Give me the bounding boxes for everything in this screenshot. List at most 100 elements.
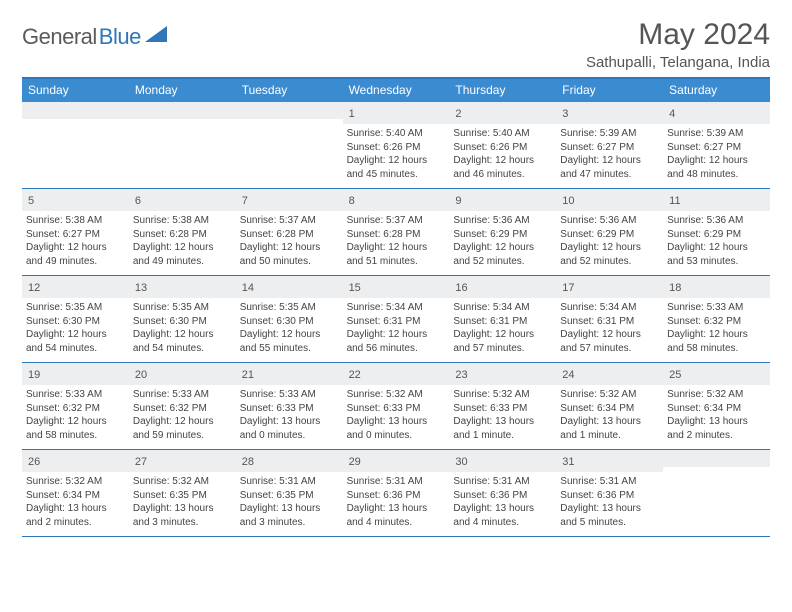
daylight-text: Daylight: 12 hours and 52 minutes. [560,241,659,268]
daylight-text: Daylight: 12 hours and 57 minutes. [560,328,659,355]
day-number: 31 [562,456,574,468]
sunset-text: Sunset: 6:34 PM [560,402,659,416]
sunrise-text: Sunrise: 5:33 AM [26,388,125,402]
day-number-row [663,450,770,467]
day-info: Sunrise: 5:36 AMSunset: 6:29 PMDaylight:… [453,214,552,268]
calendar-cell: 12Sunrise: 5:35 AMSunset: 6:30 PMDayligh… [22,276,129,362]
calendar-cell: 13Sunrise: 5:35 AMSunset: 6:30 PMDayligh… [129,276,236,362]
day-number-row: 1 [343,102,450,124]
calendar-cell: 29 Sunrise: 5:31 AMSunset: 6:36 PMDayligh… [343,450,450,536]
day-info: Sunrise: 5:36 AMSunset: 6:29 PMDaylight:… [560,214,659,268]
day-info: Sunrise: 5:32 AMSunset: 6:34 PMDaylight:… [667,388,766,442]
calendar-cell: 28Sunrise: 5:31 AMSunset: 6:35 PMDayligh… [236,450,343,536]
day-number-row: 29 [343,450,450,472]
sunset-text: Sunset: 6:26 PM [347,141,446,155]
day-number: 2 [455,108,461,120]
logo-text-2: Blue [99,24,141,50]
day-info: Sunrise: 5:32 AMSunset: 6:33 PMDaylight:… [347,388,446,442]
sunset-text: Sunset: 6:31 PM [453,315,552,329]
sunset-text: Sunset: 6:31 PM [347,315,446,329]
daylight-text: Daylight: 12 hours and 54 minutes. [26,328,125,355]
sunrise-text: Sunrise: 5:38 AM [26,214,125,228]
day-info: Sunrise: 5:38 AMSunset: 6:27 PMDaylight:… [26,214,125,268]
calendar-cell: 18 Sunrise: 5:33 AMSunset: 6:32 PMDayligh… [663,276,770,362]
day-number: 22 [349,369,361,381]
day-number-row: 22 [343,363,450,385]
day-number-row: 8 [343,189,450,211]
logo: GeneralBlue [22,18,167,50]
day-number-row: 30 [449,450,556,472]
daylight-text: Daylight: 12 hours and 58 minutes. [26,415,125,442]
sunrise-text: Sunrise: 5:37 AM [347,214,446,228]
daylight-text: Daylight: 12 hours and 48 minutes. [667,154,766,181]
sunrise-text: Sunrise: 5:36 AM [453,214,552,228]
sunrise-text: Sunrise: 5:31 AM [560,475,659,489]
sunset-text: Sunset: 6:34 PM [26,489,125,503]
day-number: 25 [669,369,681,381]
daylight-text: Daylight: 13 hours and 5 minutes. [560,502,659,529]
day-number: 4 [669,108,675,120]
day-number-row: 11 [663,189,770,211]
sunset-text: Sunset: 6:35 PM [240,489,339,503]
sunrise-text: Sunrise: 5:40 AM [453,127,552,141]
sunset-text: Sunset: 6:36 PM [453,489,552,503]
day-number: 17 [562,282,574,294]
sunset-text: Sunset: 6:33 PM [240,402,339,416]
sunset-text: Sunset: 6:29 PM [667,228,766,242]
sunrise-text: Sunrise: 5:35 AM [133,301,232,315]
daylight-text: Daylight: 12 hours and 52 minutes. [453,241,552,268]
day-number: 13 [135,282,147,294]
calendar-cell: 6Sunrise: 5:38 AMSunset: 6:28 PMDaylight… [129,189,236,275]
calendar-cell: 24Sunrise: 5:32 AMSunset: 6:34 PMDayligh… [556,363,663,449]
sunset-text: Sunset: 6:27 PM [26,228,125,242]
calendar-cell: 2 Sunrise: 5:40 AMSunset: 6:26 PMDaylight… [449,102,556,188]
day-info: Sunrise: 5:31 AMSunset: 6:35 PMDaylight:… [240,475,339,529]
day-number-row: 21 [236,363,343,385]
day-number-row: 25 [663,363,770,385]
day-number: 10 [562,195,574,207]
day-info: Sunrise: 5:31 AMSunset: 6:36 PMDaylight:… [347,475,446,529]
calendar-cell: 7Sunrise: 5:37 AMSunset: 6:28 PMDaylight… [236,189,343,275]
header: GeneralBlue May 2024 Sathupalli, Telanga… [22,18,770,71]
day-number-row: 17 [556,276,663,298]
daylight-text: Daylight: 13 hours and 2 minutes. [26,502,125,529]
day-info: Sunrise: 5:33 AMSunset: 6:33 PMDaylight:… [240,388,339,442]
calendar-cell: 15Sunrise: 5:34 AMSunset: 6:31 PMDayligh… [343,276,450,362]
day-info: Sunrise: 5:33 AMSunset: 6:32 PMDaylight:… [667,301,766,355]
day-number: 29 [349,456,361,468]
sunset-text: Sunset: 6:34 PM [667,402,766,416]
daylight-text: Daylight: 12 hours and 53 minutes. [667,241,766,268]
day-number: 14 [242,282,254,294]
day-header: Thursday [449,79,556,102]
day-info: Sunrise: 5:33 AMSunset: 6:32 PMDaylight:… [133,388,232,442]
day-number-row [22,102,129,119]
sunrise-text: Sunrise: 5:32 AM [133,475,232,489]
day-number-row: 15 [343,276,450,298]
sunrise-text: Sunrise: 5:36 AM [560,214,659,228]
calendar-cell: 10 Sunrise: 5:36 AMSunset: 6:29 PMDayligh… [556,189,663,275]
day-number-row: 5 [22,189,129,211]
calendar-week: 26Sunrise: 5:32 AMSunset: 6:34 PMDayligh… [22,450,770,537]
calendar-cell: 20Sunrise: 5:33 AMSunset: 6:32 PMDayligh… [129,363,236,449]
day-number-row: 18 [663,276,770,298]
sunset-text: Sunset: 6:27 PM [560,141,659,155]
daylight-text: Daylight: 12 hours and 49 minutes. [26,241,125,268]
day-number: 27 [135,456,147,468]
day-number-row: 2 [449,102,556,124]
calendar-cell [236,102,343,188]
sunrise-text: Sunrise: 5:32 AM [560,388,659,402]
calendar-week: 5Sunrise: 5:38 AMSunset: 6:27 PMDaylight… [22,189,770,276]
day-info: Sunrise: 5:37 AMSunset: 6:28 PMDaylight:… [240,214,339,268]
daylight-text: Daylight: 12 hours and 47 minutes. [560,154,659,181]
day-number-row: 16 [449,276,556,298]
day-number-row: 13 [129,276,236,298]
day-header: Saturday [663,79,770,102]
sunrise-text: Sunrise: 5:31 AM [453,475,552,489]
sunset-text: Sunset: 6:29 PM [560,228,659,242]
day-number-row: 12 [22,276,129,298]
day-info: Sunrise: 5:40 AMSunset: 6:26 PMDaylight:… [453,127,552,181]
day-info: Sunrise: 5:31 AMSunset: 6:36 PMDaylight:… [560,475,659,529]
day-number-row [129,102,236,119]
daylight-text: Daylight: 12 hours and 58 minutes. [667,328,766,355]
calendar-cell: 17Sunrise: 5:34 AMSunset: 6:31 PMDayligh… [556,276,663,362]
